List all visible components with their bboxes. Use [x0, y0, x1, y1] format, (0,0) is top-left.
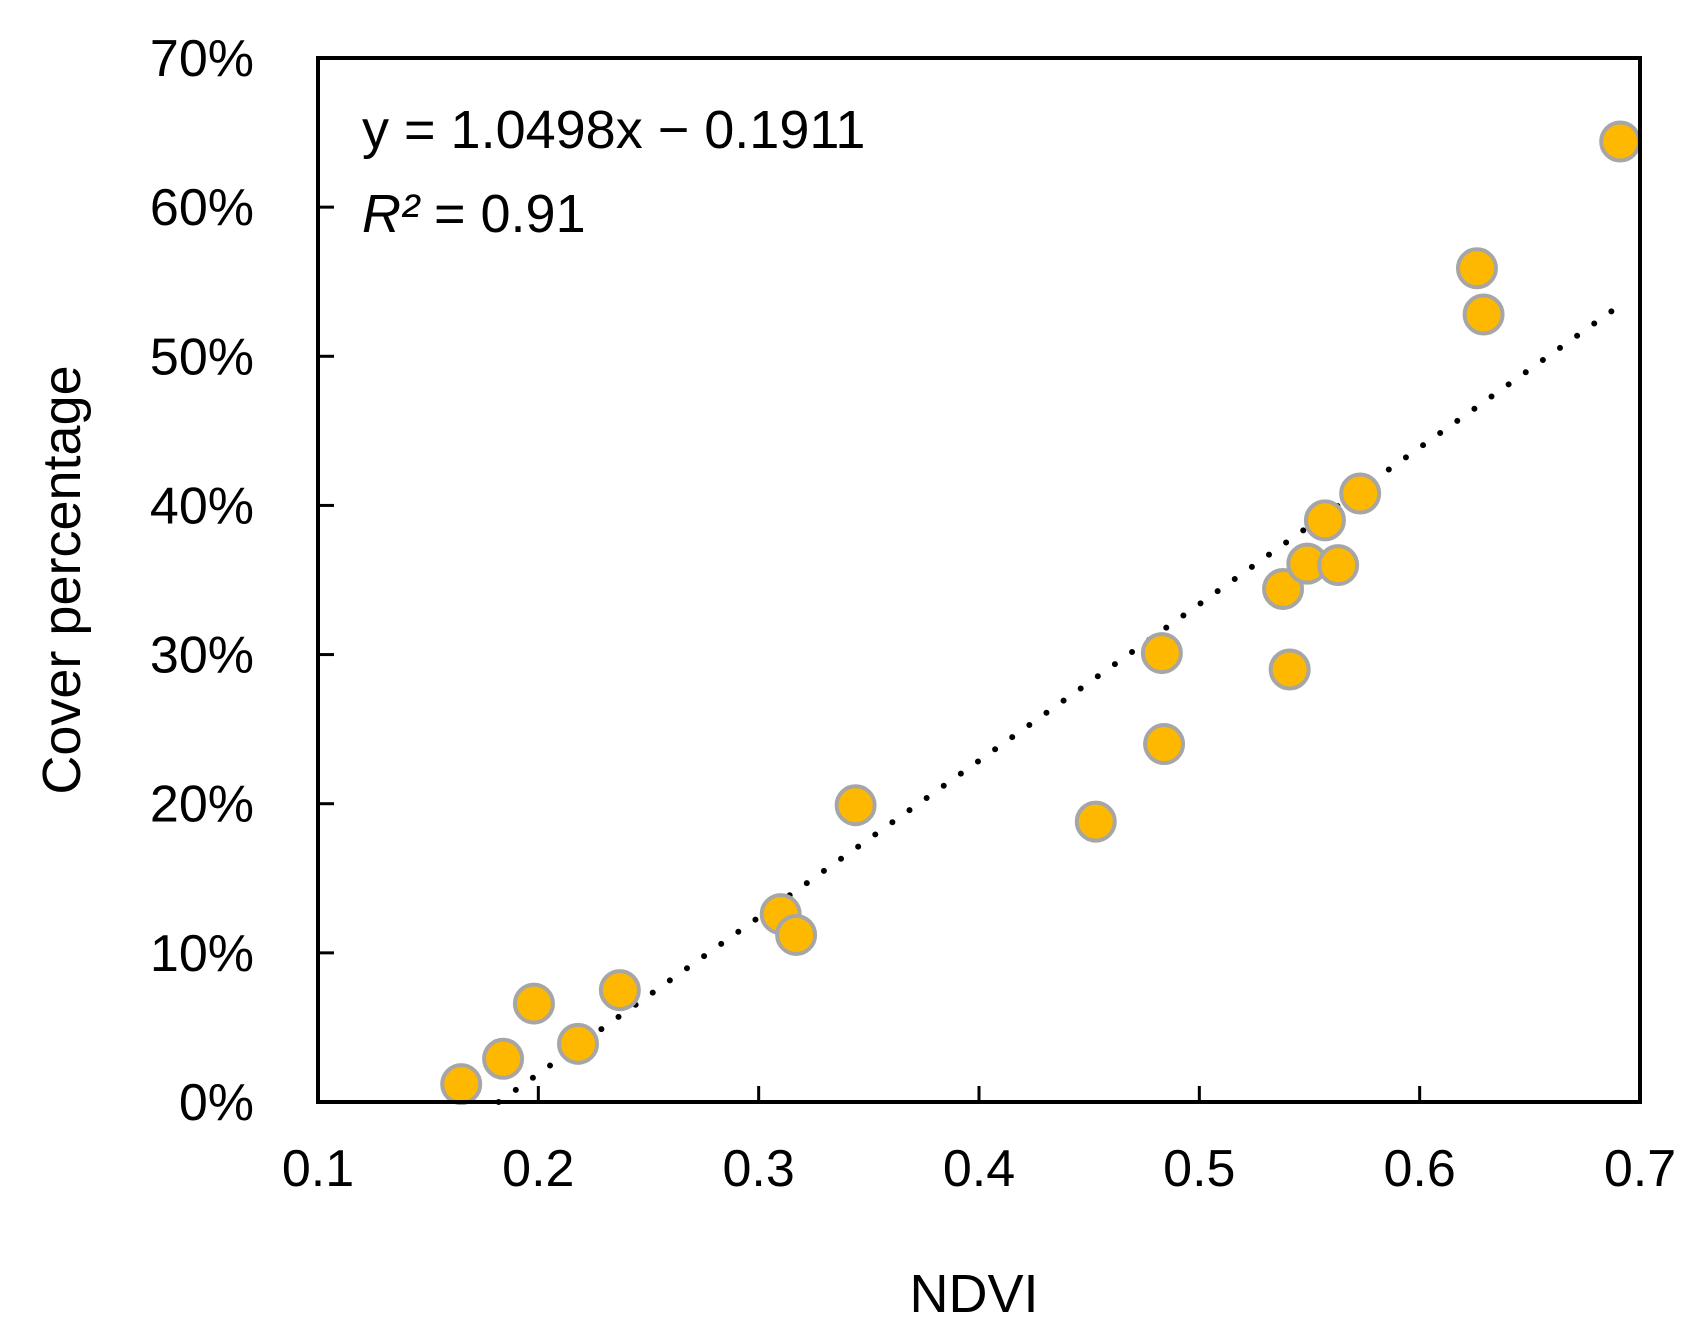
- data-point: [1317, 544, 1360, 587]
- y-tick-label: 70%: [150, 30, 254, 88]
- trendline-layer: [495, 303, 1621, 1106]
- data-points-layer: [440, 120, 1642, 1106]
- x-tick-label: 0.6: [1384, 1140, 1456, 1198]
- data-point: [1455, 247, 1498, 290]
- x-tick-label: 0.2: [502, 1140, 574, 1198]
- y-tick-label: 10%: [150, 925, 254, 983]
- data-point: [1462, 293, 1505, 336]
- x-tick-label: 0.4: [943, 1140, 1015, 1198]
- y-tick-label: 60%: [150, 179, 254, 237]
- y-tick-label: 30%: [150, 627, 254, 685]
- data-point: [1140, 632, 1183, 675]
- x-axis-title: NDVI: [909, 1264, 1038, 1324]
- data-point: [1262, 567, 1305, 610]
- data-point: [512, 982, 555, 1025]
- r-squared-value: = 0.91: [419, 184, 586, 244]
- r-squared-label: R²: [362, 184, 421, 244]
- data-point: [1143, 723, 1186, 766]
- data-point: [1339, 472, 1382, 515]
- y-tick-label: 50%: [150, 328, 254, 386]
- x-tick-label: 0.5: [1163, 1140, 1235, 1198]
- x-tick-label: 0.7: [1604, 1140, 1676, 1198]
- y-axis-ticks: 0% 10% 20% 30% 40% 50% 60% 70%: [150, 30, 334, 1132]
- y-tick-label: 0%: [179, 1074, 254, 1132]
- data-point: [440, 1063, 483, 1106]
- x-axis-ticks: 0.1 0.2 0.3 0.4 0.5 0.6 0.7: [282, 1086, 1676, 1198]
- y-tick-label: 20%: [150, 776, 254, 834]
- data-point: [834, 784, 877, 827]
- r-squared-annotation: R² = 0.91: [362, 184, 586, 244]
- data-point: [482, 1037, 525, 1080]
- data-point: [1074, 800, 1117, 843]
- data-point: [556, 1022, 599, 1065]
- trendline: [495, 303, 1621, 1106]
- data-point: [1599, 120, 1642, 163]
- y-tick-label: 40%: [150, 477, 254, 535]
- x-tick-label: 0.1: [282, 1140, 354, 1198]
- data-point: [775, 913, 818, 956]
- data-point: [598, 969, 641, 1012]
- regression-equation: y = 1.0498x − 0.1911: [362, 100, 865, 160]
- data-point: [1303, 499, 1346, 542]
- x-tick-label: 0.3: [723, 1140, 795, 1198]
- data-point: [1268, 648, 1311, 691]
- y-axis-title: Cover percentage: [32, 365, 92, 794]
